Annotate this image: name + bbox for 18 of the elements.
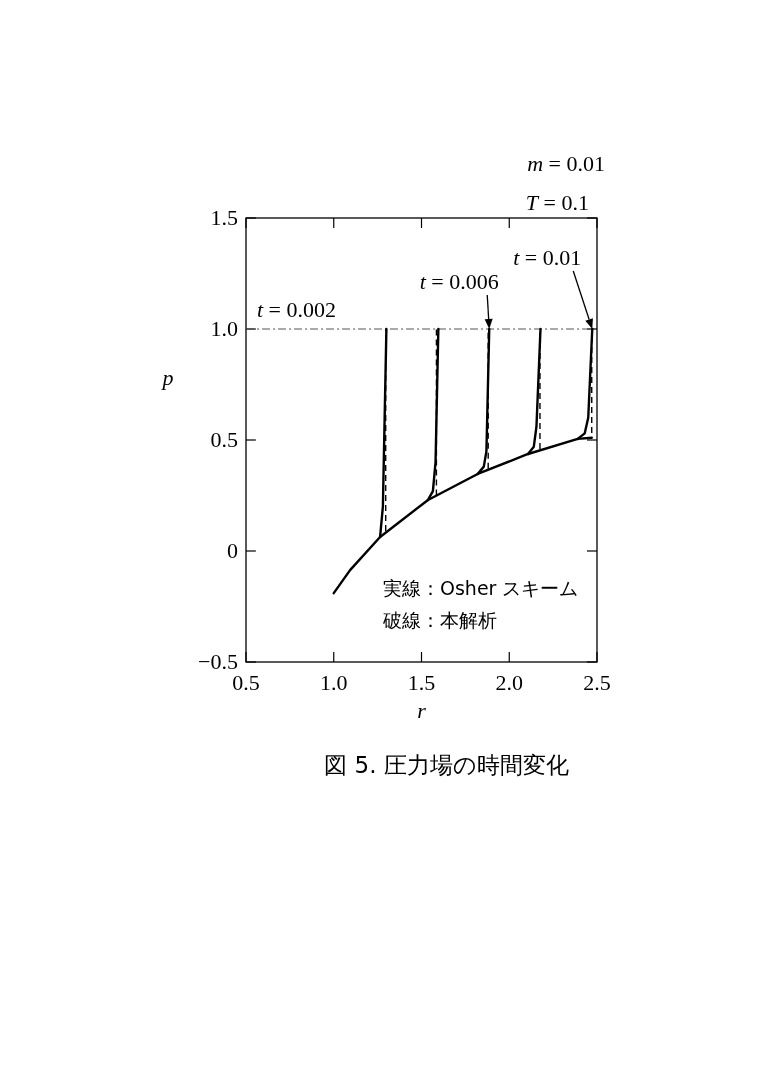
x-tick-label: 2.0 [495, 670, 523, 695]
annotation: t = 0.006 [419, 269, 499, 294]
annotation: t = 0.01 [513, 245, 582, 270]
x-axis-title: r [417, 698, 427, 723]
y-axis-title: p [160, 364, 174, 390]
text: m = 0.01 [527, 151, 605, 176]
annotation: 破線：本解析 [382, 609, 497, 631]
annotation: 実線：Osher スキーム [383, 577, 579, 599]
annotation: t = 0.002 [256, 297, 336, 322]
y-tick-label: 0 [227, 538, 238, 563]
text: T = 0.1 [525, 190, 589, 215]
text: 図 5. 圧力場の時間変化 [324, 752, 569, 778]
y-tick-label: 1.5 [210, 205, 238, 230]
x-tick-label: 1.0 [320, 670, 348, 695]
y-tick-label: 1.0 [210, 316, 238, 341]
y-tick-label: 0.5 [210, 427, 238, 452]
x-tick-label: 1.5 [407, 670, 436, 695]
x-tick-label: 2.5 [583, 670, 611, 695]
